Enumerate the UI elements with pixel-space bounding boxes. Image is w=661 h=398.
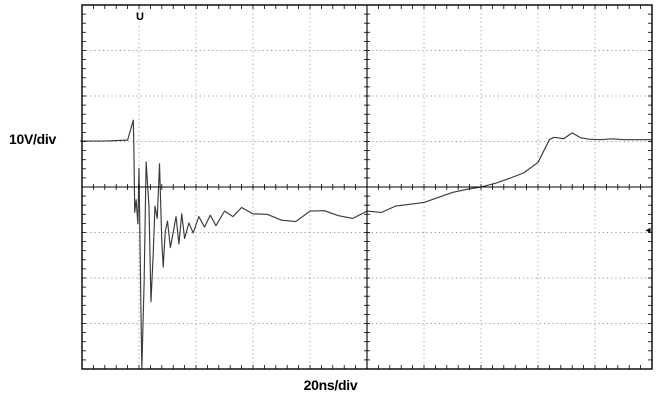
waveform-trace-layer — [80, 119, 652, 370]
trigger-marker-label: U — [136, 11, 144, 23]
plot-frame — [81, 4, 653, 370]
vertical-scale-label: 10V/div — [9, 131, 56, 147]
grid — [82, 5, 652, 369]
trigger-level-arrow-icon: ◂ — [645, 225, 650, 236]
center-axes — [82, 5, 652, 369]
waveform-trace-0 — [80, 119, 652, 370]
trigger-marker: U — [136, 11, 144, 23]
horizontal-scale-label: 20ns/div — [303, 377, 358, 393]
